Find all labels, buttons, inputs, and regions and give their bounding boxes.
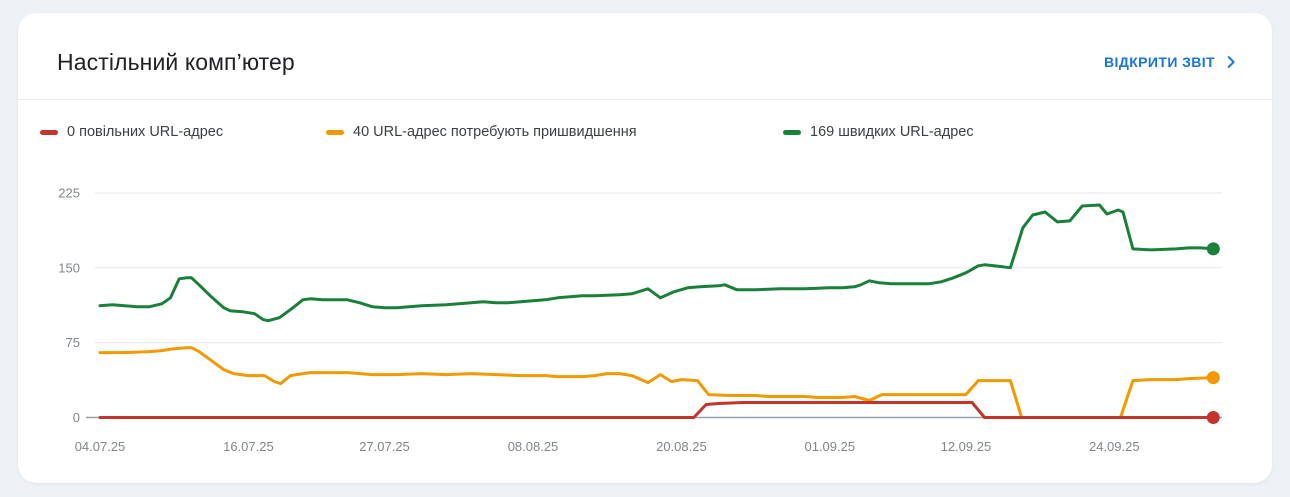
x-tick-label: 16.07.25 [223, 439, 274, 454]
open-report-label: ВІДКРИТИ ЗВІТ [1104, 54, 1215, 70]
y-tick-label: 225 [58, 186, 80, 201]
legend-item-fast-urls[interactable]: 169 швидких URL-адрес [783, 124, 974, 140]
legend-item-slow-urls[interactable]: 0 повільних URL-адрес [40, 124, 223, 140]
x-tick-label: 20.08.25 [656, 439, 707, 454]
x-tick-label: 08.08.25 [508, 439, 559, 454]
end-dot-needs-improvement [1206, 371, 1220, 385]
legend-swatch-slow [40, 129, 58, 135]
open-report-link[interactable]: ВІДКРИТИ ЗВІТ [1104, 53, 1240, 71]
x-tick-label: 27.07.25 [359, 439, 410, 454]
legend-label-needs-improvement: 40 URL-адрес потребують пришвидшення [353, 124, 637, 140]
series-line-fast [98, 203, 1215, 323]
series-line-slow [98, 401, 1215, 419]
y-tick-label: 0 [73, 410, 80, 425]
legend-swatch-needs-improvement [326, 129, 344, 135]
end-dot-slow [1206, 411, 1220, 424]
x-tick-label: 24.09.25 [1089, 439, 1140, 454]
card-title: Настільний комп’ютер [57, 49, 295, 75]
y-tick-label: 75 [66, 335, 80, 350]
legend-label-fast: 169 швидких URL-адрес [810, 124, 974, 140]
x-tick-label: 04.07.25 [75, 439, 126, 454]
y-tick-label: 150 [58, 260, 80, 275]
cwv-trend-chart[interactable]: 0 75 150 225 04.07.25 16.07.25 27.07.25 08.08.2… [18, 13, 1272, 483]
end-dot-fast [1206, 242, 1220, 256]
header-divider [18, 99, 1272, 100]
legend-item-needs-improvement-urls[interactable]: 40 URL-адрес потребують пришвидшення [326, 124, 637, 140]
x-tick-label: 12.09.25 [941, 439, 992, 454]
legend-label-slow: 0 повільних URL-адрес [67, 124, 224, 140]
legend-swatch-fast [783, 129, 801, 135]
series-line-needs-improvement [98, 346, 1215, 419]
x-tick-label: 01.09.25 [804, 439, 855, 454]
chevron-right-icon [1227, 56, 1235, 68]
desktop-cwv-card: Настільний комп’ютер ВІДКРИТИ ЗВІТ 0 пов… [18, 13, 1272, 483]
